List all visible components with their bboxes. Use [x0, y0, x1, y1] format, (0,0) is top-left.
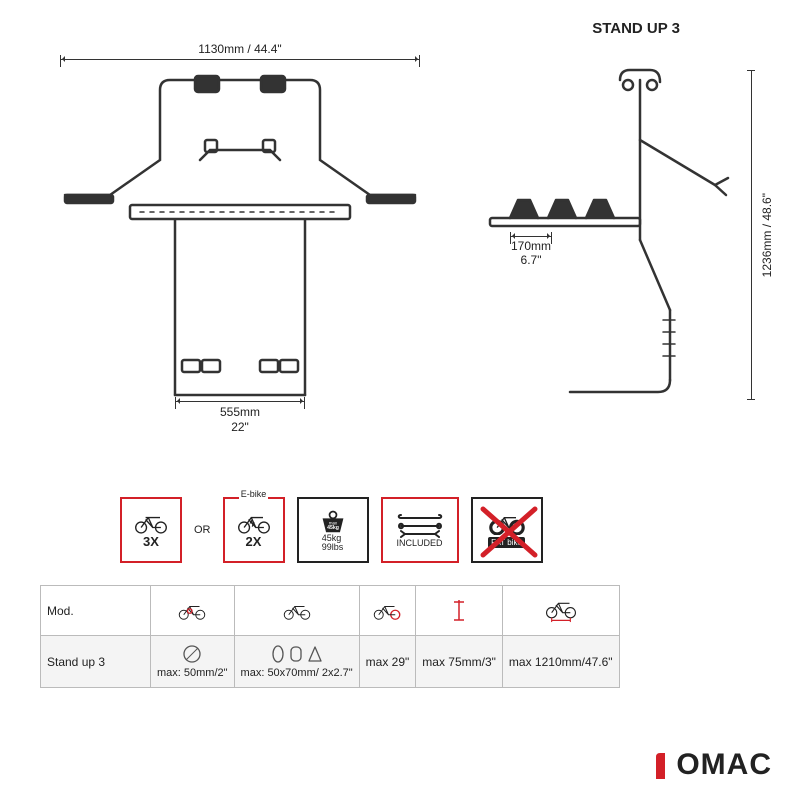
- brand-accent-icon: [654, 751, 676, 781]
- weight-lbs: 99lbs: [322, 542, 344, 552]
- kettlebell-icon: max45kg: [315, 508, 351, 534]
- col-tube-shape: [234, 586, 359, 636]
- dim-base-width: 555mm 22": [175, 405, 305, 434]
- ebike-toplabel: E-bike: [239, 489, 269, 499]
- dim-spacing: 170mm 6.7": [510, 239, 552, 268]
- cell-tube-shapes: max: 50x70mm/ 2x2.7": [234, 636, 359, 688]
- technical-drawings: 1130mm / 44.4": [40, 40, 760, 470]
- bike-icon: [177, 600, 207, 622]
- circle-dia-icon: [182, 644, 202, 664]
- bike-icon: [372, 600, 402, 622]
- bike-icon: [282, 600, 312, 622]
- cell-wheelbase: max 1210mm/47.6": [502, 636, 619, 688]
- bike-icon: [133, 512, 169, 534]
- spec-table: Mod. Stand up 3 max: 50mm/2" m: [40, 585, 620, 688]
- front-view-drawing: 555mm 22": [60, 40, 420, 440]
- cross-out-icon: [473, 499, 545, 565]
- product-title: STAND UP 3: [592, 20, 680, 37]
- cell-pump: max 75mm/3": [416, 636, 503, 688]
- ebike-icon: [236, 512, 272, 534]
- tube-shapes-icons: [241, 645, 353, 663]
- feature-3-bikes: 3X: [120, 497, 182, 563]
- cell-model: Stand up 3: [41, 636, 151, 688]
- tools-label: INCLUDED: [396, 538, 442, 548]
- brand-logo: OMAC: [654, 748, 772, 782]
- bikes-count: 3X: [143, 534, 159, 549]
- cell-wheel: max 29": [359, 636, 416, 688]
- feature-fatbike-no: FAT bike: [471, 497, 543, 563]
- col-wheelbase: [502, 586, 619, 636]
- table-row: Stand up 3 max: 50mm/2" max: 50x70mm/ 2x…: [41, 636, 620, 688]
- dim-height: 1236mm / 48.6": [760, 193, 774, 277]
- col-tube-dia: [151, 586, 235, 636]
- brand-text: OMAC: [676, 748, 772, 781]
- pump-icon: [451, 598, 467, 624]
- feature-weight: max45kg 45kg 99lbs: [297, 497, 369, 563]
- col-pump: [416, 586, 503, 636]
- or-label: OR: [194, 524, 211, 536]
- table-header-row: Mod.: [41, 586, 620, 636]
- feature-ebike: E-bike 2X: [223, 497, 285, 563]
- bike-icon: [544, 599, 578, 623]
- col-mod: Mod.: [41, 586, 151, 636]
- feature-row: 3X OR E-bike 2X max45kg 45kg 99lbs INCLUD…: [120, 490, 750, 570]
- ebikes-count: 2X: [246, 534, 262, 549]
- side-view-drawing: 1236mm / 48.6" 170mm 6.7": [470, 40, 770, 440]
- col-wheel: [359, 586, 416, 636]
- feature-tools: INCLUDED: [381, 497, 459, 563]
- svg-text:45kg: 45kg: [327, 525, 339, 531]
- cell-tube-dia: max: 50mm/2": [151, 636, 235, 688]
- tools-icon: [395, 512, 445, 538]
